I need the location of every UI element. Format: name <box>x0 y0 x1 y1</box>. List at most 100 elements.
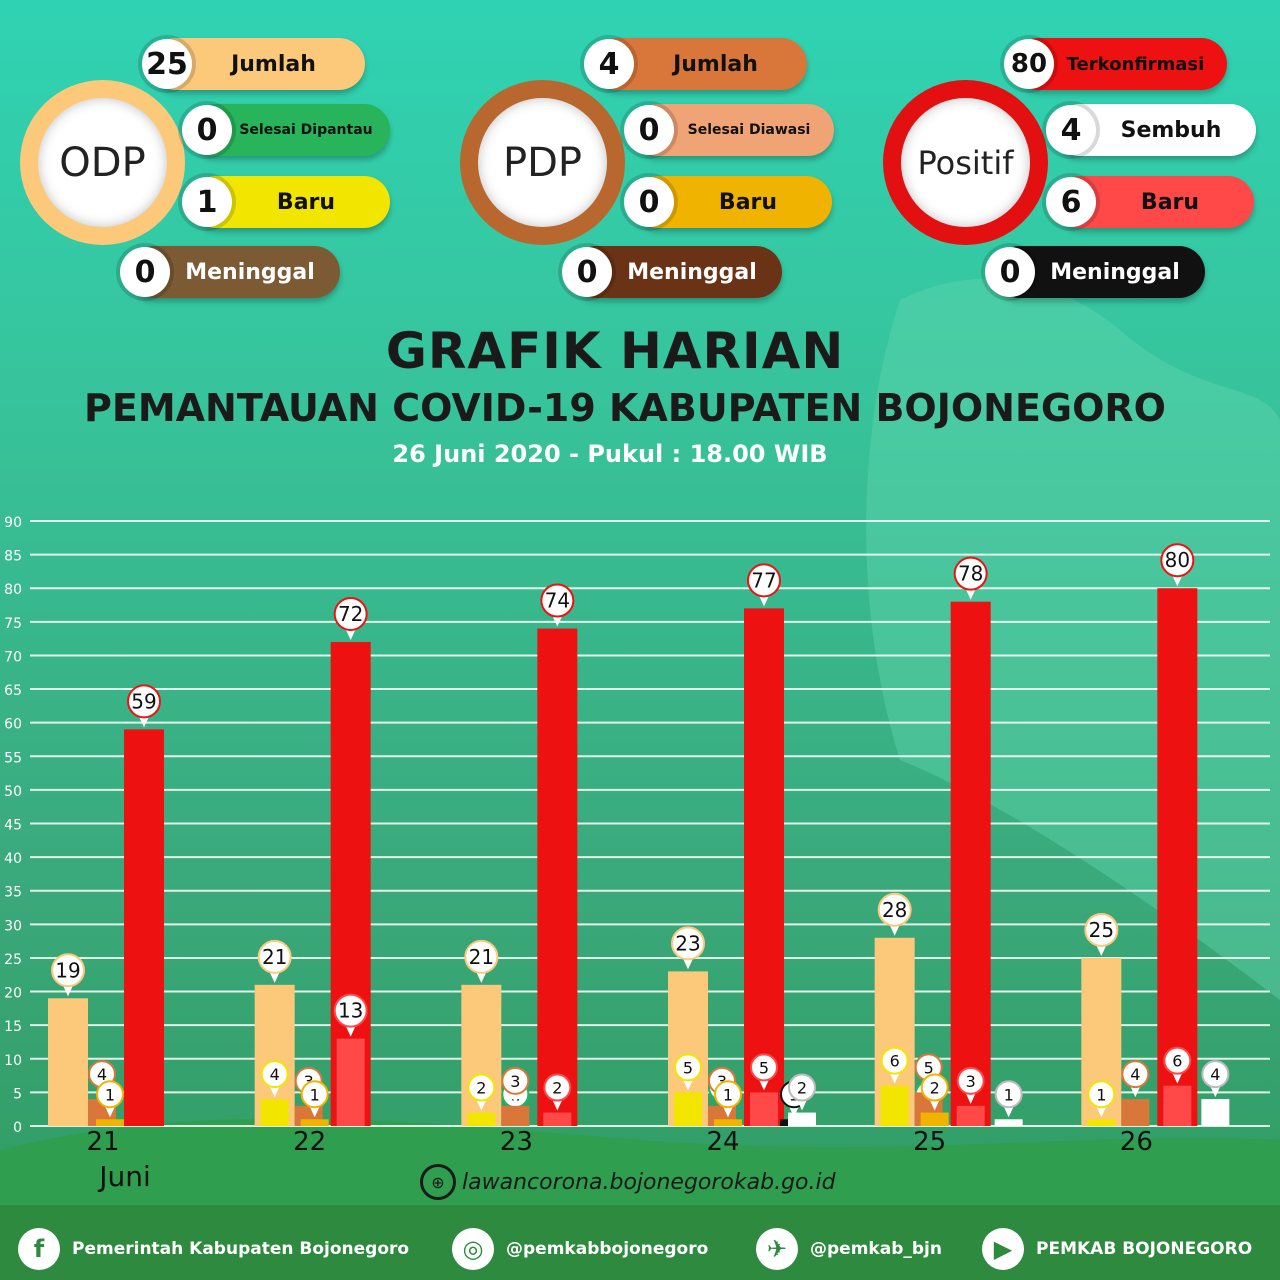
footer-band <box>0 1205 1280 1280</box>
y-tick-label: 30 <box>4 918 22 934</box>
pdp-jumlah-pill: 4 Jumlah <box>584 38 807 90</box>
youtube-text: PEMKAB BOJONEGORO <box>1036 1239 1253 1259</box>
data-label: 28 <box>882 898 907 922</box>
bar-positif <box>124 729 164 1126</box>
odp-jumlah-label: Jumlah <box>231 51 316 77</box>
odp-baru-label: Baru <box>276 189 336 215</box>
y-tick-label: 10 <box>4 1053 22 1069</box>
bar-pdp_baru <box>300 1119 329 1126</box>
marker-circle <box>543 1073 572 1102</box>
marker-circle <box>257 939 292 974</box>
positif-sembuh-value: 4 <box>1046 105 1096 155</box>
marker-circle <box>540 583 575 618</box>
marker-circle <box>788 1073 816 1102</box>
pdp-jumlah-value: 4 <box>584 39 634 89</box>
odp-meninggal-value: 0 <box>120 247 170 297</box>
pdp-selesai-value: 0 <box>624 105 674 155</box>
marker-circle <box>300 1080 329 1109</box>
data-label: 4 <box>97 1065 107 1084</box>
pdp-panel: PDP 4 Jumlah 0 Selesai Diawasi 0 Baru 0 … <box>0 0 834 298</box>
y-tick-label: 55 <box>4 750 22 766</box>
chart-date: 26 Juni 2020 - Pukul : 18.00 WIB <box>392 440 828 468</box>
positif-terkonfirmasi-label: Terkonfirmasi <box>1066 53 1205 75</box>
data-label: 2 <box>552 1079 562 1098</box>
marker-circle <box>674 1053 702 1082</box>
twitter-link[interactable]: ✈ @pemkab_bjn <box>756 1228 942 1270</box>
marker-circle <box>956 1066 985 1095</box>
bar-positif <box>1157 588 1198 1126</box>
odp-selesai-value: 0 <box>182 105 232 155</box>
pdp-baru-label: Baru <box>718 189 778 215</box>
data-label: 1 <box>723 1085 733 1104</box>
data-label: 6 <box>890 1052 900 1071</box>
data-label: 2 <box>476 1079 486 1098</box>
data-label: 5 <box>924 1058 934 1077</box>
odp-jumlah-value: 25 <box>142 39 192 89</box>
data-label: 5 <box>683 1058 693 1077</box>
y-tick-label: 15 <box>4 1019 22 1035</box>
marker-circle <box>1121 1060 1150 1089</box>
data-label: 3 <box>304 1072 314 1091</box>
bar-sembuh <box>994 1119 1023 1126</box>
positif-meninggal-value: 0 <box>985 247 1035 297</box>
data-label: 4 <box>270 1065 280 1084</box>
y-tick-label: 25 <box>4 952 22 968</box>
data-label: 3 <box>966 1072 976 1091</box>
data-label: 1 <box>310 1085 320 1104</box>
positif-baru-pill: 6 Baru <box>1046 176 1254 228</box>
bar-positif_baru <box>543 1112 572 1126</box>
marker-circle <box>464 939 499 974</box>
positif-terkonfirmasi-pill: 80 Terkonfirmasi <box>1004 38 1227 90</box>
bar-sembuh <box>1201 1099 1230 1126</box>
marker-circle <box>714 1080 742 1109</box>
instagram-text: @pemkabbojonegoro <box>506 1239 709 1259</box>
odp-meninggal-pill: 0 Meninggal <box>120 246 340 298</box>
marker-circle <box>747 563 781 598</box>
data-label: 59 <box>131 689 156 713</box>
y-tick-label: 0 <box>13 1120 22 1136</box>
x-tick-label: 24 <box>706 1127 739 1157</box>
odp-baru-value: 1 <box>182 177 232 227</box>
marker-circle <box>1201 1060 1230 1089</box>
marker-circle <box>467 1073 496 1102</box>
data-label: 2 <box>797 1079 807 1098</box>
marker-circle <box>127 684 161 719</box>
marker-circle <box>1160 543 1195 578</box>
data-label: 3 <box>510 1072 520 1091</box>
bar-odp_baru <box>467 1112 496 1126</box>
positif-baru-value: 6 <box>1046 177 1096 227</box>
odp-panel: ODP 25 Jumlah 0 Selesai Dipantau 1 Baru … <box>0 0 420 310</box>
globe-icon: ⊕ <box>420 1164 456 1200</box>
data-label: 21 <box>469 945 494 969</box>
marker-circle <box>260 1060 289 1089</box>
x-tick-label: 22 <box>293 1127 326 1157</box>
y-tick-label: 90 <box>4 515 22 531</box>
marker-circle <box>953 556 988 591</box>
marker-circle <box>877 892 912 927</box>
chart-subtitle: PEMANTAUAN COVID-19 KABUPATEN BOJONEGORO <box>84 386 1166 430</box>
marker-circle <box>333 993 368 1028</box>
odp-jumlah-pill: 25 Jumlah <box>142 38 365 90</box>
instagram-link[interactable]: ◎ @pemkabbojonegoro <box>452 1228 708 1270</box>
y-tick-label: 5 <box>13 1086 22 1102</box>
positif-terkonfirmasi-value: 80 <box>1004 39 1054 89</box>
data-label: 77 <box>751 568 776 592</box>
data-label: 4 <box>1130 1065 1140 1084</box>
odp-baru-pill: 1 Baru <box>182 176 390 228</box>
pdp-baru-pill: 0 Baru <box>624 176 832 228</box>
pdp-meninggal-value: 0 <box>562 247 612 297</box>
marker-circle <box>1087 1080 1116 1109</box>
bar-positif_baru <box>336 1038 365 1126</box>
data-label: 23 <box>675 931 700 955</box>
youtube-link[interactable]: ▶ PEMKAB BOJONEGORO <box>982 1228 1252 1270</box>
facebook-link[interactable]: f Pemerintah Kabupaten Bojonegoro <box>18 1228 409 1270</box>
bar-odp_baru <box>1087 1119 1116 1126</box>
data-label: 4 <box>1210 1065 1220 1084</box>
pdp-baru-value: 0 <box>624 177 674 227</box>
data-label: 74 <box>545 589 570 613</box>
website-link[interactable]: ⊕ lawancorona.bojonegorokab.go.id <box>420 1164 836 1200</box>
marker-circle <box>1163 1046 1192 1075</box>
chart-title: GRAFIK HARIAN <box>385 322 845 380</box>
pdp-selesai-label: Selesai Diawasi <box>687 122 811 138</box>
positif-baru-label: Baru <box>1140 189 1200 215</box>
